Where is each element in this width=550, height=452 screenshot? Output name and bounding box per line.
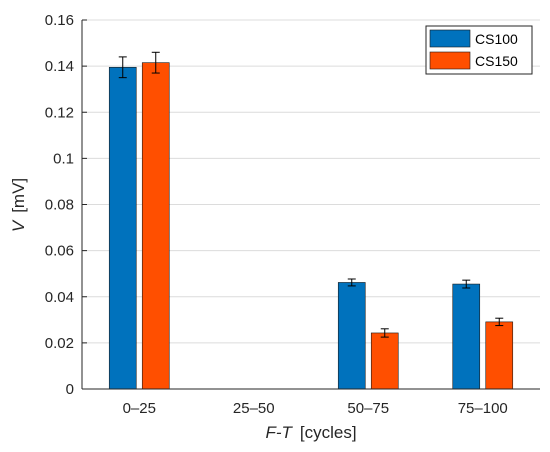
bar-cs100 <box>452 283 481 390</box>
bar-cs150 <box>370 332 399 390</box>
x-tick-label: 25–50 <box>233 400 275 417</box>
bars <box>108 62 514 390</box>
x-axis-label: F-T [cycles] <box>265 423 356 442</box>
x-axis-label-unit: [cycles] <box>300 423 357 442</box>
bar-cs150 <box>141 62 170 390</box>
bar-cs150 <box>485 321 514 390</box>
x-tick-labels: 0–25 25–50 50–75 75–100 <box>123 400 508 417</box>
x-tick-label: 50–75 <box>347 400 389 417</box>
legend: CS100 CS150 <box>425 25 533 75</box>
legend-swatch-cs150 <box>429 51 471 70</box>
y-tick-label: 0.14 <box>45 58 74 75</box>
bar-cs100 <box>108 66 137 390</box>
y-tick-label: 0.02 <box>45 335 74 352</box>
error-bars <box>118 51 504 338</box>
y-tick-label: 0.12 <box>45 104 74 121</box>
y-tick-label: 0 <box>66 381 74 398</box>
y-tick-label: 0.1 <box>53 150 74 167</box>
legend-swatch-cs100 <box>429 29 471 48</box>
x-tick-label: 75–100 <box>458 400 508 417</box>
y-axis-label-unit: [mV] <box>9 178 28 213</box>
y-tick-label: 0.04 <box>45 289 74 306</box>
y-tick-label: 0.08 <box>45 197 74 214</box>
y-axis-label: V [mV] <box>9 178 28 232</box>
y-tick-label: 0.16 <box>45 12 74 29</box>
x-axis-label-variable: F-T <box>265 423 293 442</box>
y-tick-labels: 0 0.02 0.04 0.06 0.08 0.1 0.12 0.14 0.16 <box>45 12 87 398</box>
legend-label-cs100: CS100 <box>475 31 518 47</box>
x-tick-label: 0–25 <box>123 400 156 417</box>
bar-cs100 <box>337 282 366 390</box>
legend-label-cs150: CS150 <box>475 53 518 69</box>
y-axis-label-variable: V <box>9 219 28 232</box>
y-tick-label: 0.06 <box>45 243 74 260</box>
